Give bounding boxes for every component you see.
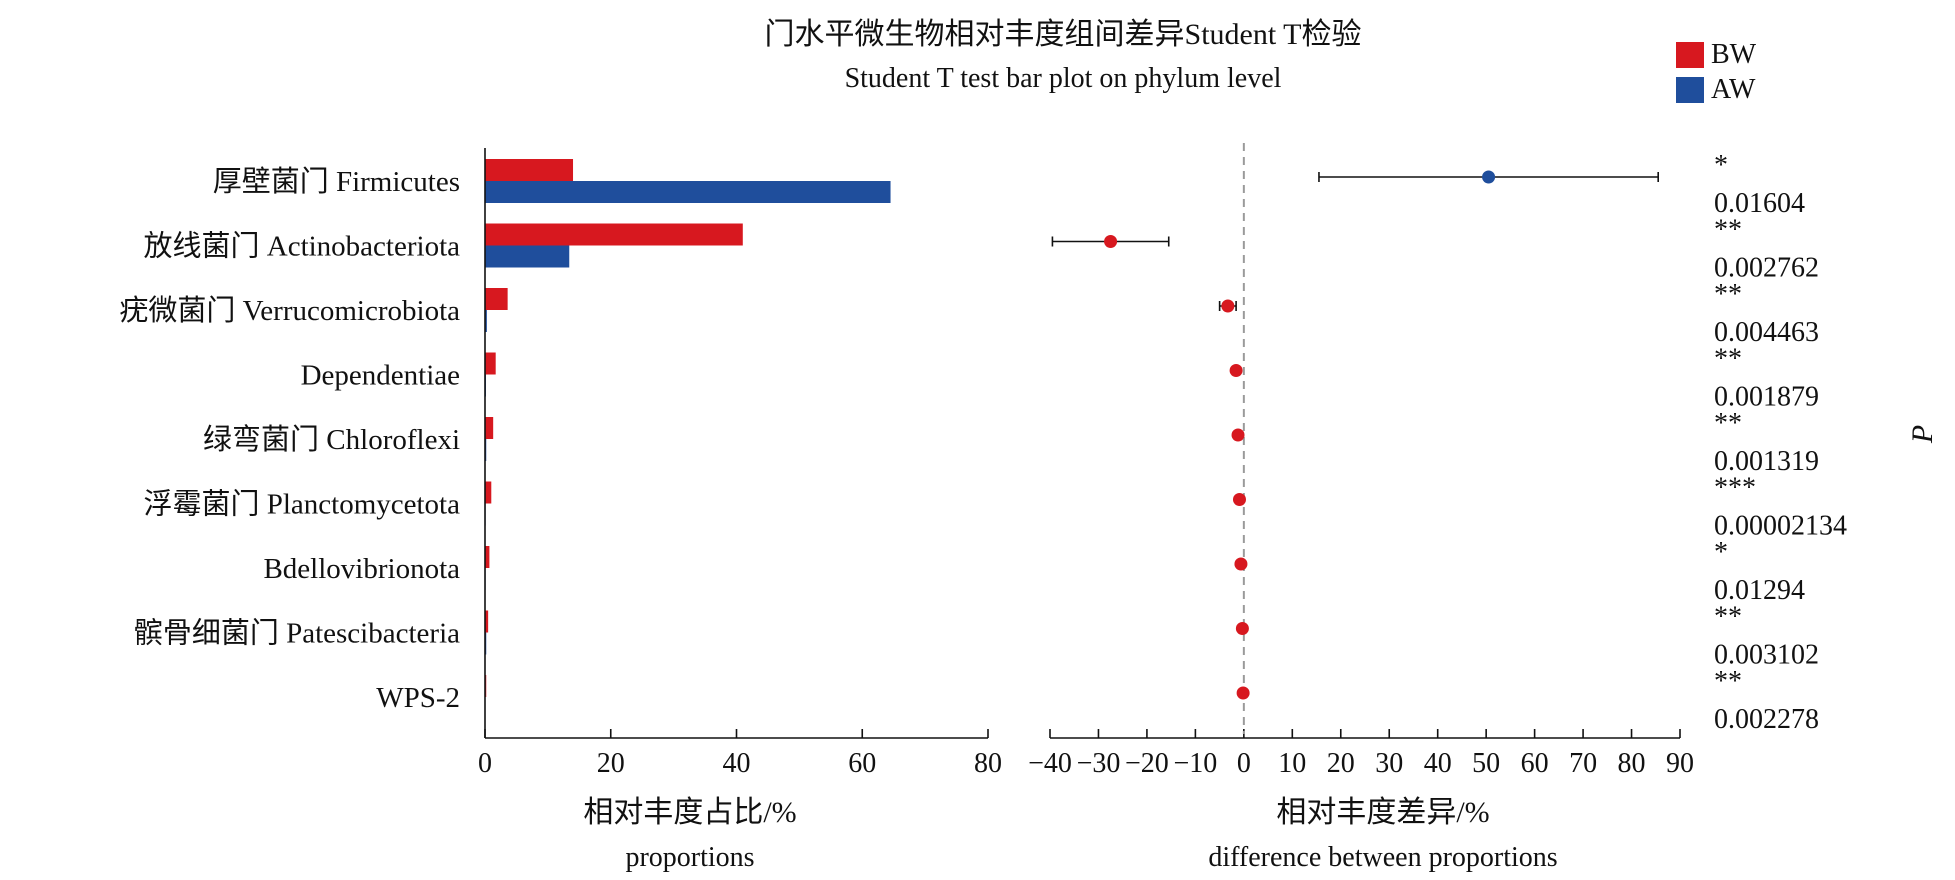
diff-point-bdellovibrionota — [1234, 557, 1248, 571]
p-value-bdellovibrionota: 0.01294 — [1714, 575, 1805, 606]
diff-point-wps-2 — [1236, 686, 1250, 700]
legend: BW AW — [1676, 39, 1757, 105]
difference-tick-label-40: 40 — [1424, 748, 1452, 779]
difference-tick-label-70: 70 — [1569, 748, 1597, 779]
bar-bw-dependentiae — [485, 352, 496, 375]
proportion-bars — [485, 159, 891, 719]
category-label-firmicutes: 厚壁菌门 Firmicutes — [213, 165, 460, 198]
legend-label-bw: BW — [1711, 39, 1757, 70]
category-label-chloroflexi: 绿弯菌门 Chloroflexi — [203, 423, 460, 456]
proportions-tick-label-80: 80 — [974, 748, 1002, 779]
diff-point-chloroflexi — [1231, 428, 1245, 442]
difference-tick-label--40: −40 — [1028, 748, 1072, 779]
bar-bw-bdellovibrionota — [485, 546, 490, 568]
significance-firmicutes: * — [1714, 150, 1728, 181]
proportions-xlabel-cn: 相对丰度占比/% — [583, 796, 796, 829]
difference-tick-label--30: −30 — [1077, 748, 1121, 779]
legend-swatch-bw — [1676, 42, 1704, 68]
difference-tick-label-90: 90 — [1666, 748, 1694, 779]
bar-bw-planctomycetota — [485, 481, 492, 504]
bar-aw-verrucomicrobiota — [485, 310, 487, 332]
difference-tick-label--20: −20 — [1125, 748, 1169, 779]
category-label-verrucomicrobiota: 疣微菌门 Verrucomicrobiota — [119, 294, 460, 327]
category-label-dependentiae: Dependentiae — [301, 360, 460, 392]
proportions-tick-label-60: 60 — [848, 748, 876, 779]
difference-tick-label-50: 50 — [1472, 748, 1500, 779]
proportions-xlabel-en: proportions — [625, 842, 754, 873]
significance-actinobacteriota: ** — [1714, 215, 1742, 246]
significance-bdellovibrionota: * — [1714, 537, 1728, 568]
diff-point-verrucomicrobiota — [1221, 299, 1235, 313]
proportions-tick-label-40: 40 — [723, 748, 751, 779]
significance-planctomycetota: *** — [1714, 473, 1756, 504]
diff-point-actinobacteriota — [1104, 235, 1118, 248]
p-value-actinobacteriota: 0.002762 — [1714, 253, 1819, 284]
p-value-dependentiae: 0.001879 — [1714, 382, 1819, 413]
significance-wps-2: ** — [1714, 666, 1742, 697]
bar-bw-patescibacteria — [485, 610, 489, 633]
bar-bw-firmicutes — [485, 159, 574, 181]
bar-bw-verrucomicrobiota — [485, 288, 508, 310]
difference-points — [1051, 143, 1659, 734]
bar-aw-firmicutes — [485, 181, 891, 203]
bar-bw-chloroflexi — [485, 417, 494, 439]
difference-tick-label--10: −10 — [1173, 748, 1217, 779]
diff-point-patescibacteria — [1235, 622, 1249, 635]
bar-aw-actinobacteriota — [485, 245, 570, 268]
significance-patescibacteria: ** — [1714, 602, 1742, 633]
category-label-wps-2: WPS-2 — [376, 682, 460, 714]
diff-point-planctomycetota — [1232, 493, 1246, 506]
p-value-planctomycetota: 0.00002134 — [1714, 511, 1847, 542]
p-value-chloroflexi: 0.001319 — [1714, 446, 1819, 477]
legend-label-aw: AW — [1711, 74, 1756, 105]
category-label-patescibacteria: 髌骨细菌门 Patescibacteria — [134, 617, 460, 650]
difference-xlabel-en: difference between proportions — [1208, 842, 1557, 873]
proportions-tick-label-20: 20 — [597, 748, 625, 779]
p-value-wps-2: 0.002278 — [1714, 704, 1819, 735]
proportions-x-axis: 0 20 40 60 80 — [478, 148, 1002, 779]
difference-tick-label-80: 80 — [1618, 748, 1646, 779]
difference-tick-label-60: 60 — [1521, 748, 1549, 779]
significance-dependentiae: ** — [1714, 344, 1742, 375]
p-value-labels: *0.01604**0.002762**0.004463**0.001879**… — [1714, 150, 1847, 735]
p-value-firmicutes: 0.01604 — [1714, 188, 1805, 219]
category-label-actinobacteriota: 放线菌门 Actinobacteriota — [144, 230, 461, 263]
bar-bw-actinobacteriota — [485, 223, 743, 246]
category-label-bdellovibrionota: Bdellovibrionota — [263, 553, 460, 585]
difference-xlabel-cn: 相对丰度差异/% — [1276, 796, 1489, 829]
legend-swatch-aw — [1676, 77, 1704, 103]
difference-x-axis: −40 −30 −20 −10 0 10 20 30 40 50 60 70 80 90 — [1028, 729, 1694, 779]
category-labels: 厚壁菌门 Firmicutes 放线菌门 Actinobacteriota 疣微菌门… — [119, 165, 460, 714]
category-label-planctomycetota: 浮霉菌门 Planctomycetota — [143, 488, 460, 521]
diff-point-firmicutes — [1482, 170, 1496, 184]
difference-tick-label-20: 20 — [1327, 748, 1355, 779]
proportions-tick-label-0: 0 — [478, 748, 492, 779]
significance-chloroflexi: ** — [1714, 408, 1742, 439]
difference-tick-label-0: 0 — [1237, 748, 1251, 779]
difference-tick-label-10: 10 — [1278, 748, 1306, 779]
difference-tick-label-30: 30 — [1375, 748, 1403, 779]
chart-title: 门水平微生物相对丰度组间差异Student T检验 — [765, 18, 1362, 51]
p-value-patescibacteria: 0.003102 — [1714, 640, 1819, 671]
p-value-verrucomicrobiota: 0.004463 — [1714, 317, 1819, 348]
chart-subtitle: Student T test bar plot on phylum level — [845, 63, 1282, 94]
significance-verrucomicrobiota: ** — [1714, 279, 1742, 310]
diff-point-dependentiae — [1229, 364, 1243, 377]
p-axis-label: P — [1906, 425, 1939, 444]
